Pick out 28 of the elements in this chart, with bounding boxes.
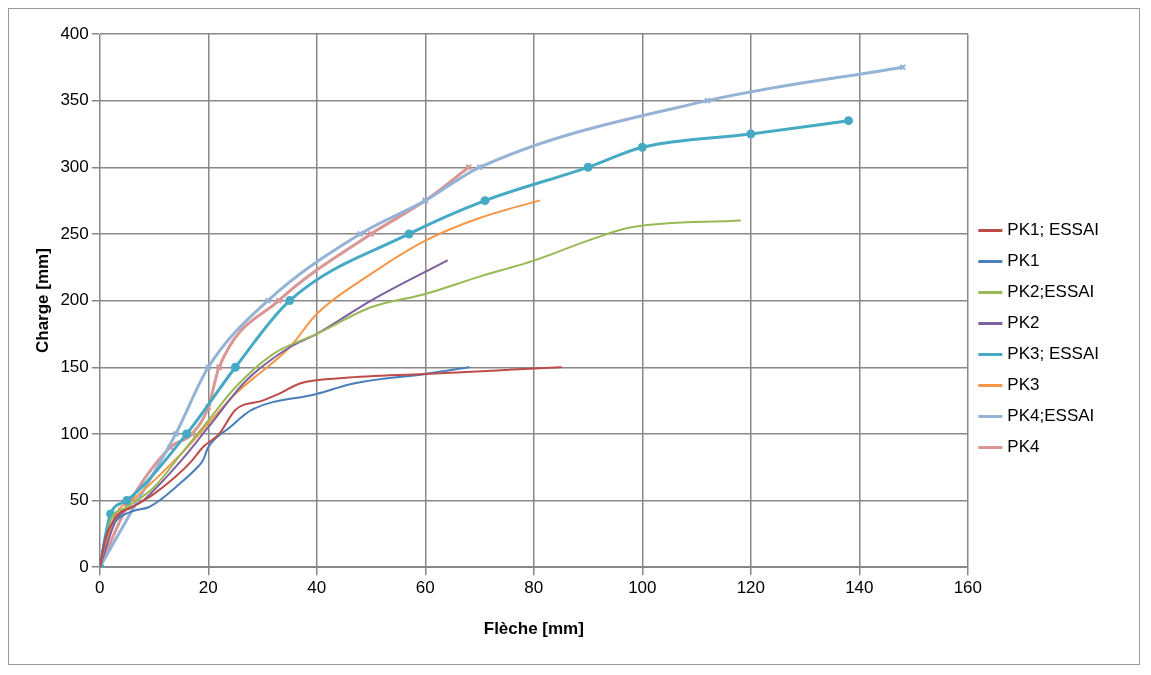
legend-label: PK4;ESSAI <box>1007 406 1095 426</box>
x-axis-title: Flèche [mm] <box>483 619 584 639</box>
x-tick-label: 60 <box>415 578 435 598</box>
y-tick-label: 300 <box>60 156 89 176</box>
y-tick-label: 0 <box>79 556 89 576</box>
x-tick-label: 100 <box>628 578 657 598</box>
y-axis-title: Charge [mm] <box>32 248 52 354</box>
x-tick-label: 140 <box>845 578 874 598</box>
legend-label: PK2;ESSAI <box>1007 282 1095 302</box>
x-tick-label: 20 <box>198 578 218 598</box>
y-tick-label: 50 <box>69 490 89 510</box>
y-tick-label: 150 <box>60 356 89 376</box>
legend-label: PK3; ESSAI <box>1007 344 1100 364</box>
legend-label: PK3 <box>1007 375 1040 395</box>
legend-label: PK1; ESSAI <box>1007 220 1100 240</box>
y-tick-label: 400 <box>60 23 89 43</box>
x-tick-label: 160 <box>953 578 983 598</box>
y-tick-label: 350 <box>60 90 89 110</box>
y-tick-label: 250 <box>60 223 89 243</box>
y-tick-label: 100 <box>60 423 89 443</box>
x-tick-label: 40 <box>307 578 327 598</box>
x-tick-label: 80 <box>524 578 544 598</box>
legend-label: PK2 <box>1007 313 1040 333</box>
x-tick-label: 0 <box>95 578 105 598</box>
legend-label: PK1 <box>1007 251 1040 271</box>
y-tick-label: 200 <box>60 290 89 310</box>
x-tick-label: 120 <box>736 578 766 598</box>
legend-label: PK4 <box>1007 437 1040 457</box>
